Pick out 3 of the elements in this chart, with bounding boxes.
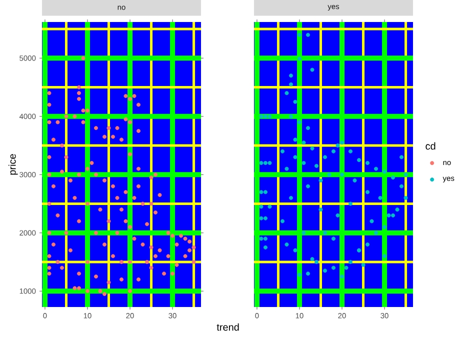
x-axis-title: trend bbox=[216, 323, 239, 331]
y-axis-title: price bbox=[8, 154, 18, 175]
legend-title: cd bbox=[426, 142, 436, 150]
